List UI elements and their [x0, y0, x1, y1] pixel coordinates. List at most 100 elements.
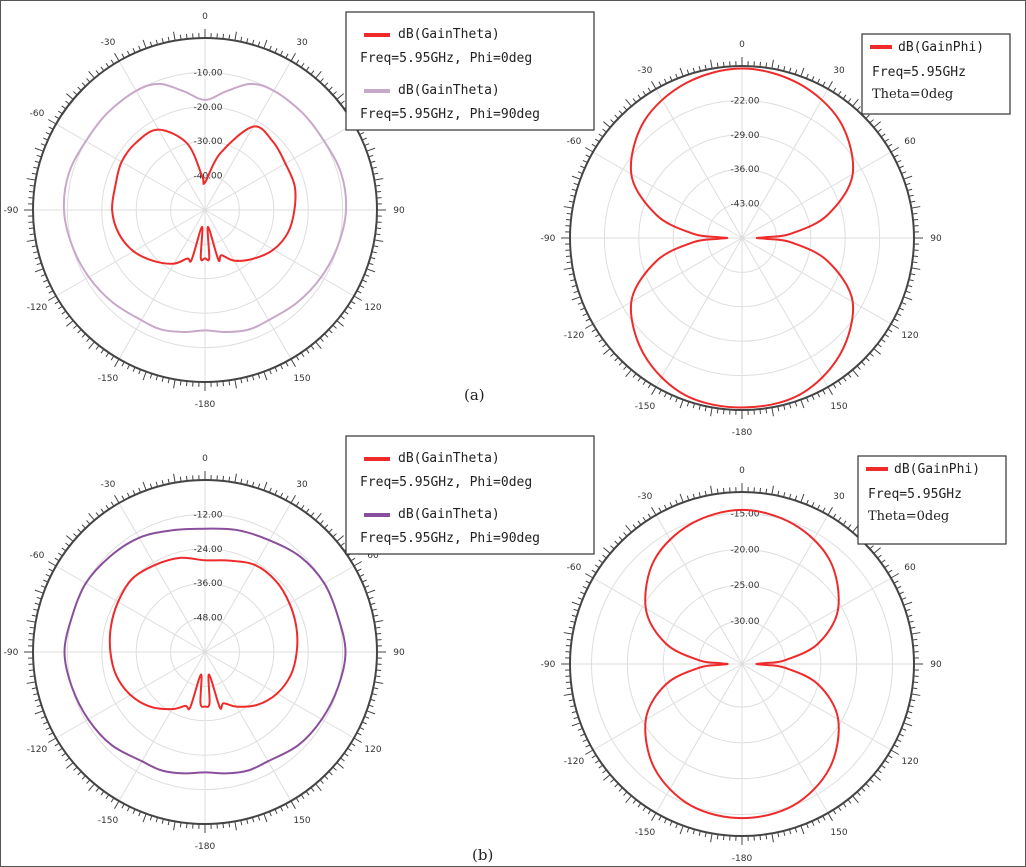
ring-tick	[912, 212, 918, 215]
ring-tick	[783, 66, 786, 72]
ring-tick	[110, 355, 115, 361]
ring-tick	[568, 626, 574, 629]
ring-tick	[811, 820, 815, 826]
ring-tick	[903, 296, 913, 301]
ring-tick	[45, 131, 51, 136]
ring-tick	[877, 769, 882, 774]
ring-tick	[647, 809, 652, 815]
ring-tick	[884, 759, 890, 764]
ring-tick	[138, 45, 142, 51]
ring-tick	[361, 579, 367, 583]
ring-tick	[893, 744, 899, 748]
grid-spoke	[55, 209, 206, 297]
angle-tick-label: -120	[564, 331, 585, 341]
ring-tick	[911, 693, 921, 696]
ring-tick	[663, 392, 668, 398]
ring-tick	[274, 808, 278, 814]
ring-tick	[31, 172, 37, 175]
ring-tick	[827, 80, 833, 90]
ring-tick	[651, 506, 657, 516]
ring-tick	[88, 341, 95, 349]
ring-tick	[88, 783, 95, 791]
ring-tick	[686, 401, 690, 407]
ring-tick	[623, 365, 628, 370]
ring-tick	[222, 381, 224, 387]
ring-tick	[805, 499, 809, 505]
ring-tick	[563, 632, 573, 635]
ring-tick	[901, 727, 907, 731]
ring-tick	[374, 239, 384, 242]
ring-tick	[328, 528, 333, 533]
ring-tick	[887, 569, 893, 574]
ring-tick	[57, 110, 63, 115]
ring-tick	[901, 171, 907, 175]
ring-tick	[368, 154, 374, 158]
ring-tick	[375, 675, 381, 678]
ring-tick	[563, 206, 573, 209]
ring-tick	[847, 373, 852, 378]
ring-tick	[366, 589, 376, 594]
angle-tick-label: 60	[904, 563, 916, 573]
ring-tick	[368, 596, 374, 600]
ring-tick	[279, 50, 284, 56]
ring-tick	[373, 245, 379, 248]
ring-tick	[290, 800, 296, 810]
ring-tick	[228, 34, 231, 40]
ring-tick	[88, 513, 95, 521]
ring-tick	[847, 799, 852, 804]
ring-tick	[912, 261, 918, 264]
ring-tick	[832, 383, 837, 389]
ring-tick	[353, 737, 363, 743]
ring-tick	[34, 256, 40, 260]
grid-spoke	[592, 663, 743, 751]
ring-tick	[842, 376, 847, 382]
ring-tick	[359, 284, 365, 289]
ring-tick	[374, 178, 384, 181]
ring-tick	[563, 267, 573, 270]
ring-tick	[675, 73, 679, 79]
ring-tick	[585, 744, 591, 748]
ring-tick	[105, 504, 110, 510]
ring-tick	[910, 273, 916, 276]
ring-tick	[332, 533, 337, 538]
ring-tick	[861, 361, 866, 366]
ring-tick	[658, 81, 662, 87]
ring-tick	[618, 361, 623, 366]
ring-tick	[310, 70, 315, 75]
legend-box-3: dB(GainTheta) Freq=5.95GHz, Phi=0deg dB(Ga…	[345, 435, 595, 555]
ring-tick	[371, 693, 377, 696]
ring-tick	[105, 62, 110, 68]
ring-tick	[663, 504, 668, 510]
ring-tick	[675, 397, 679, 403]
ring-tick	[610, 119, 615, 124]
ring-tick	[710, 407, 713, 417]
ring-tick	[353, 561, 363, 567]
ring-tick	[161, 818, 164, 824]
legend-series-detail: Freq=5.95GHz, Phi=0deg	[360, 475, 532, 490]
ring-tick	[324, 82, 329, 87]
ring-tick	[336, 762, 344, 769]
ring-tick	[65, 542, 70, 547]
ring-tick	[319, 337, 324, 342]
ring-tick	[361, 137, 367, 141]
ring-tick	[566, 261, 572, 264]
ring-tick	[582, 738, 588, 743]
ring-tick	[179, 34, 182, 40]
angle-tick-label: -90	[4, 206, 19, 216]
ring-tick	[869, 119, 874, 124]
ring-tick	[95, 512, 100, 517]
ring-tick	[77, 329, 82, 334]
ring-tick	[887, 754, 893, 759]
ring-tick	[305, 508, 310, 514]
ring-tick	[566, 638, 572, 641]
angle-tick-label: 30	[833, 66, 845, 76]
series-trace-1	[629, 67, 855, 409]
ring-tick	[816, 78, 821, 84]
ring-tick	[375, 233, 381, 236]
ring-tick	[710, 833, 713, 843]
ring-tick	[368, 262, 374, 266]
ring-tick	[832, 87, 837, 93]
radial-tick-label: -36.00	[730, 165, 759, 175]
angle-tick-label: -60	[567, 563, 582, 573]
ring-tick	[565, 681, 571, 683]
